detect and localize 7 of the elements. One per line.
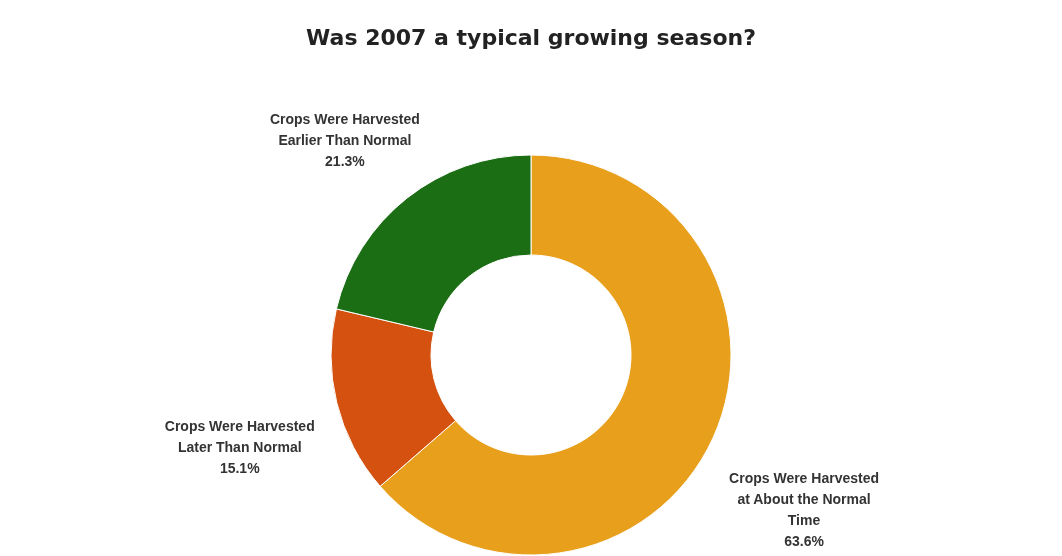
slice-label: Crops Were Harvested Later Than Normal (164, 417, 315, 455)
chart-title: Was 2007 a typical growing season? (306, 25, 756, 50)
slice-label: Crops Were Harvested Earlier Than Normal (269, 110, 420, 148)
data-label: 63.6% (784, 533, 825, 550)
data-label: 21.3% (325, 152, 366, 169)
slice-label: Crops Were Harvested at About the Normal Time (729, 470, 879, 529)
data-label: 15.1% (219, 459, 261, 476)
